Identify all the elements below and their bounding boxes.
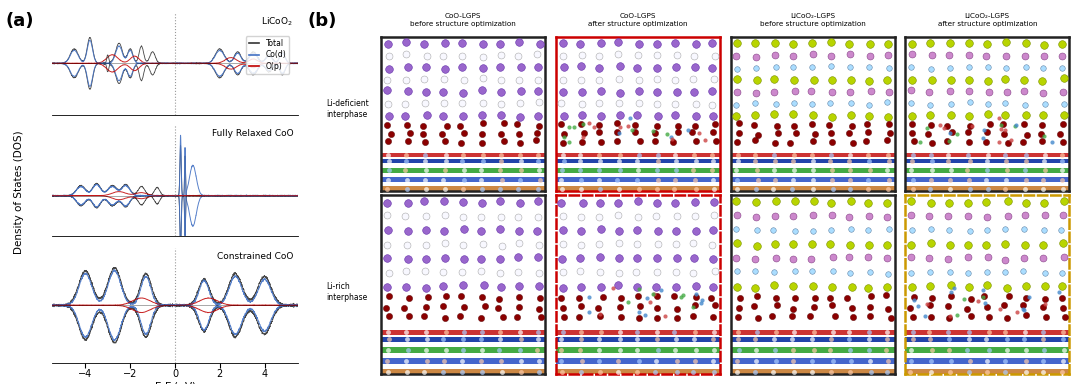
Text: Fully Relaxed CoO: Fully Relaxed CoO xyxy=(212,129,293,138)
Bar xyxy=(556,358,719,364)
Bar xyxy=(730,337,894,342)
Bar xyxy=(905,337,1069,342)
Bar xyxy=(381,152,545,157)
Bar xyxy=(556,168,719,172)
Bar xyxy=(730,186,894,191)
X-axis label: E-E$_f$(eV): E-E$_f$(eV) xyxy=(153,381,197,384)
Bar xyxy=(730,358,894,364)
Bar xyxy=(730,177,894,182)
Text: (a): (a) xyxy=(5,12,33,30)
Bar xyxy=(905,177,1069,182)
Bar xyxy=(556,177,719,182)
Bar xyxy=(730,159,894,163)
Text: Density of States (DOS): Density of States (DOS) xyxy=(14,130,25,254)
Bar xyxy=(905,152,1069,157)
Bar xyxy=(905,329,1069,335)
Bar xyxy=(381,159,545,163)
Bar xyxy=(905,369,1069,374)
Bar xyxy=(381,329,545,335)
Bar xyxy=(381,177,545,182)
Bar xyxy=(730,348,894,353)
Bar xyxy=(381,337,545,342)
Bar xyxy=(905,186,1069,191)
Bar xyxy=(556,348,719,353)
Text: LiCoO₂-LGPS
after structure optimization: LiCoO₂-LGPS after structure optimization xyxy=(937,13,1037,27)
Bar xyxy=(730,329,894,335)
Bar xyxy=(556,337,719,342)
Bar xyxy=(556,329,719,335)
Bar xyxy=(381,168,545,172)
Text: Constrained CoO: Constrained CoO xyxy=(217,252,293,261)
Bar xyxy=(905,348,1069,353)
Bar xyxy=(381,369,545,374)
Text: CoO-LGPS
after structure optimization: CoO-LGPS after structure optimization xyxy=(589,13,688,27)
Bar xyxy=(381,358,545,364)
Bar xyxy=(381,186,545,191)
Bar xyxy=(556,152,719,157)
Bar xyxy=(730,168,894,172)
Text: (b): (b) xyxy=(308,12,337,30)
Text: Li-rich
interphase: Li-rich interphase xyxy=(326,282,367,302)
Bar xyxy=(905,358,1069,364)
Bar xyxy=(556,186,719,191)
Bar xyxy=(905,159,1069,163)
Legend: Total, Co(d), O(p): Total, Co(d), O(p) xyxy=(245,36,289,74)
Bar xyxy=(730,152,894,157)
Text: CoO-LGPS
before structure optimization: CoO-LGPS before structure optimization xyxy=(410,13,516,27)
Bar xyxy=(556,159,719,163)
Text: Li-deficient
interphase: Li-deficient interphase xyxy=(326,99,369,119)
Text: LiCoO$_2$: LiCoO$_2$ xyxy=(261,16,293,28)
Bar xyxy=(381,348,545,353)
Bar xyxy=(905,168,1069,172)
Bar xyxy=(730,369,894,374)
Bar xyxy=(556,369,719,374)
Text: LiCoO₂-LGPS
before structure optimization: LiCoO₂-LGPS before structure optimizatio… xyxy=(759,13,865,27)
